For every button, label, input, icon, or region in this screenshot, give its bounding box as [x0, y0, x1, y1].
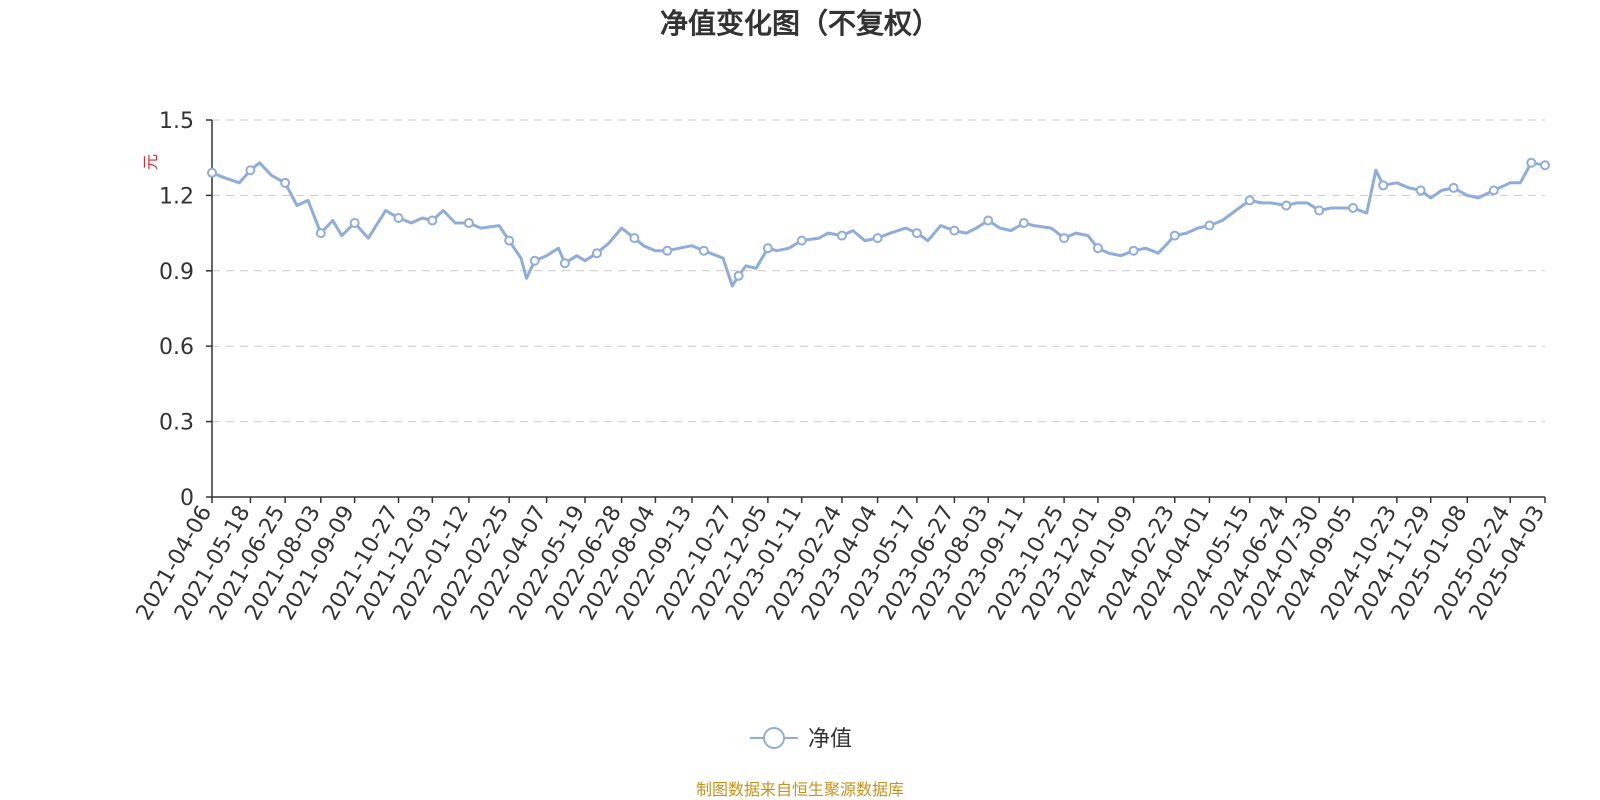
data-point: [911, 228, 922, 239]
data-point: [1415, 185, 1426, 196]
data-point: [1281, 200, 1292, 211]
series-line-nav: [211, 161, 1546, 288]
data-point: [629, 233, 640, 244]
axes: [206, 119, 1546, 503]
y-tick-label: 0: [180, 486, 194, 511]
data-point: [1540, 160, 1550, 171]
data-point: [529, 255, 540, 266]
legend-marker-icon: [763, 727, 785, 749]
data-point: [463, 218, 474, 229]
chart-title: 净值变化图（不复权）: [660, 7, 940, 40]
data-point: [559, 258, 570, 269]
data-point: [949, 225, 960, 236]
y-tick-labels: 0 0.3 0.6 0.9 1.2 1.5: [159, 109, 194, 511]
data-point: [280, 177, 291, 188]
data-point: [1244, 195, 1255, 206]
y-tick-label: 0.9: [159, 260, 194, 285]
data-point: [1059, 233, 1070, 244]
data-point: [698, 245, 709, 256]
y-tick-label: 1.5: [159, 109, 194, 134]
y-tick-label: 0.6: [159, 335, 194, 360]
data-point: [1128, 245, 1139, 256]
data-point: [349, 218, 360, 229]
data-point: [245, 165, 256, 176]
data-point: [393, 213, 404, 224]
data-point: [872, 233, 883, 244]
data-point: [1526, 157, 1537, 168]
data-point: [504, 235, 515, 246]
data-point: [207, 167, 217, 178]
data-point: [733, 270, 744, 281]
source-note: 制图数据来自恒生聚源数据库: [696, 780, 904, 799]
legend[interactable]: 净值: [750, 727, 852, 752]
y-axis-unit-label: 元: [141, 154, 160, 170]
y-tick-label: 0.3: [159, 411, 194, 436]
data-point: [1448, 182, 1459, 193]
data-point: [1348, 202, 1359, 213]
data-point: [1378, 180, 1389, 191]
x-tick-labels: 2021-04-062021-05-182021-06-252021-08-03…: [132, 501, 1551, 624]
data-point: [983, 215, 994, 226]
legend-label: 净值: [808, 727, 852, 752]
data-point: [662, 245, 673, 256]
series-layer: [207, 157, 1550, 288]
data-point: [762, 243, 773, 254]
data-point: [1169, 230, 1180, 241]
data-point: [1204, 220, 1215, 231]
data-point: [796, 235, 807, 246]
data-point: [1314, 205, 1325, 216]
y-tick-label: 1.2: [159, 184, 194, 209]
data-point: [1488, 185, 1499, 196]
data-point: [1018, 218, 1029, 229]
data-point: [591, 248, 602, 259]
data-point: [836, 230, 847, 241]
data-point: [315, 228, 326, 239]
grid-lines: [212, 119, 1545, 423]
data-point: [1092, 243, 1103, 254]
data-point: [427, 215, 438, 226]
